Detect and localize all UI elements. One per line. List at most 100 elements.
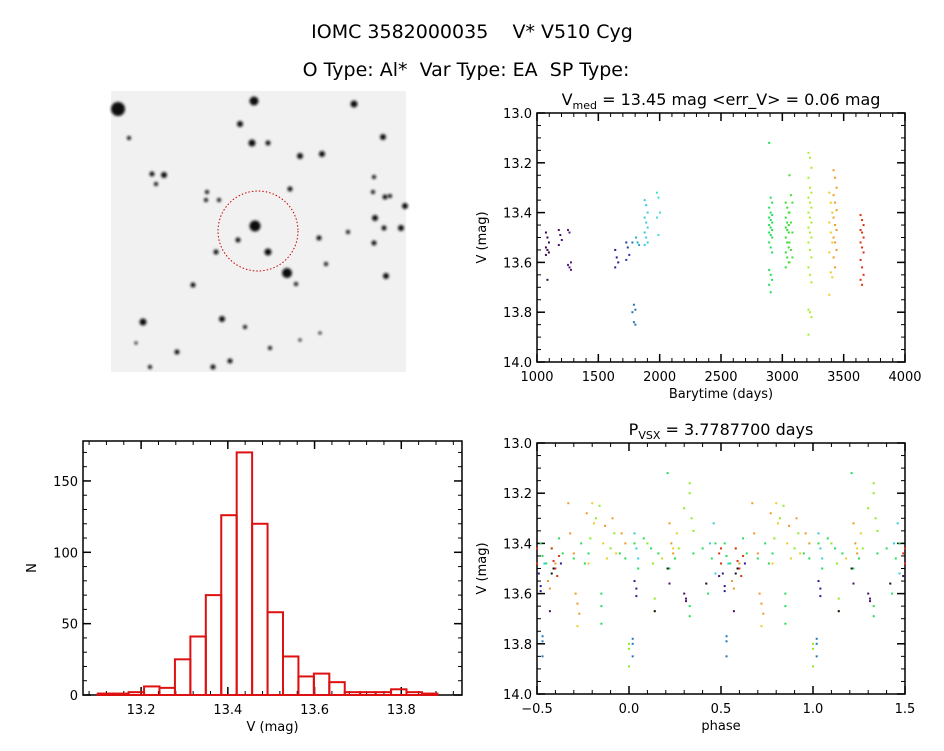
data-point [834, 241, 837, 244]
data-point [771, 201, 774, 204]
data-point [569, 532, 572, 535]
data-point [787, 231, 790, 234]
data-point [795, 517, 798, 520]
data-point [807, 333, 810, 336]
data-point [786, 206, 789, 209]
data-point [904, 562, 906, 565]
histogram-bar [112, 692, 130, 697]
data-point [653, 597, 656, 600]
data-point [653, 610, 656, 613]
data-point [638, 243, 641, 246]
data-point [614, 248, 617, 251]
target-aperture-circle [217, 190, 299, 272]
y-axis-label: V (mag) [475, 542, 490, 594]
data-point [725, 640, 728, 643]
x-tick-label: −0.5 [521, 702, 553, 717]
data-point [828, 191, 831, 194]
data-point [834, 547, 837, 550]
data-point [547, 251, 550, 254]
data-point [714, 542, 717, 545]
histogram-bar [420, 692, 439, 697]
x-tick-label: 13.4 [213, 703, 242, 718]
data-point [810, 191, 813, 194]
data-point [786, 229, 789, 232]
data-point [791, 201, 794, 204]
star [235, 237, 241, 243]
data-point [815, 637, 818, 640]
data-point [598, 504, 601, 507]
data-point [554, 567, 557, 570]
data-point [688, 615, 691, 618]
x-tick-label: 2500 [704, 370, 737, 385]
data-point [828, 221, 831, 224]
data-point [808, 186, 811, 189]
x-tick-label: 1500 [582, 370, 615, 385]
data-point [859, 532, 862, 535]
histogram-bar [189, 635, 207, 697]
x-tick-label: 13.8 [387, 703, 416, 718]
data-point [634, 323, 637, 326]
data-point [561, 552, 564, 555]
data-point [753, 532, 756, 535]
data-point [539, 590, 542, 593]
data-point [725, 635, 728, 638]
x-tick-label: 4000 [888, 370, 921, 385]
data-point [758, 592, 761, 595]
data-point [793, 547, 796, 550]
data-point [769, 211, 772, 214]
data-point [632, 303, 635, 306]
plot-title: PVSX = 3.7787700 days [629, 420, 814, 442]
data-point [771, 236, 774, 239]
data-point [615, 552, 618, 555]
data-point [760, 602, 763, 605]
y-tick-label: 13.8 [503, 638, 532, 653]
data-point [810, 281, 813, 284]
data-point [541, 640, 544, 643]
data-point [784, 251, 787, 254]
data-point [892, 542, 895, 545]
data-point [788, 261, 791, 264]
data-point [808, 557, 811, 560]
star [372, 215, 378, 221]
data-point [859, 258, 862, 261]
y-tick-label: 13.2 [503, 487, 532, 502]
data-point [591, 502, 594, 505]
data-point [557, 243, 560, 246]
y-tick-label: 13.8 [503, 306, 532, 321]
data-point [685, 597, 688, 600]
data-point [764, 542, 767, 545]
data-point [714, 572, 717, 575]
data-point [862, 251, 865, 254]
data-point [859, 214, 862, 217]
star [268, 346, 272, 350]
data-point [762, 612, 765, 615]
data-point [834, 201, 837, 204]
x-axis-label: Barytime (days) [669, 387, 773, 402]
data-point [701, 547, 704, 550]
star [219, 316, 225, 322]
histogram-bar [143, 685, 161, 697]
data-point [559, 562, 562, 565]
data-point [874, 517, 877, 520]
data-point [832, 169, 835, 172]
data-point [657, 234, 660, 237]
data-point [867, 592, 870, 595]
data-point [611, 517, 614, 520]
data-point [736, 559, 739, 562]
data-point [712, 522, 715, 525]
data-point [837, 597, 840, 600]
data-point [807, 308, 810, 311]
data-point [666, 567, 669, 570]
star [190, 282, 196, 288]
data-point [861, 283, 864, 286]
data-point [578, 612, 581, 615]
y-axis-label: N [25, 563, 40, 573]
data-point [600, 592, 603, 595]
data-point [645, 221, 648, 224]
star [297, 153, 303, 159]
star [324, 262, 328, 266]
data-point [570, 268, 573, 271]
star [388, 194, 392, 198]
data-point [536, 547, 538, 550]
